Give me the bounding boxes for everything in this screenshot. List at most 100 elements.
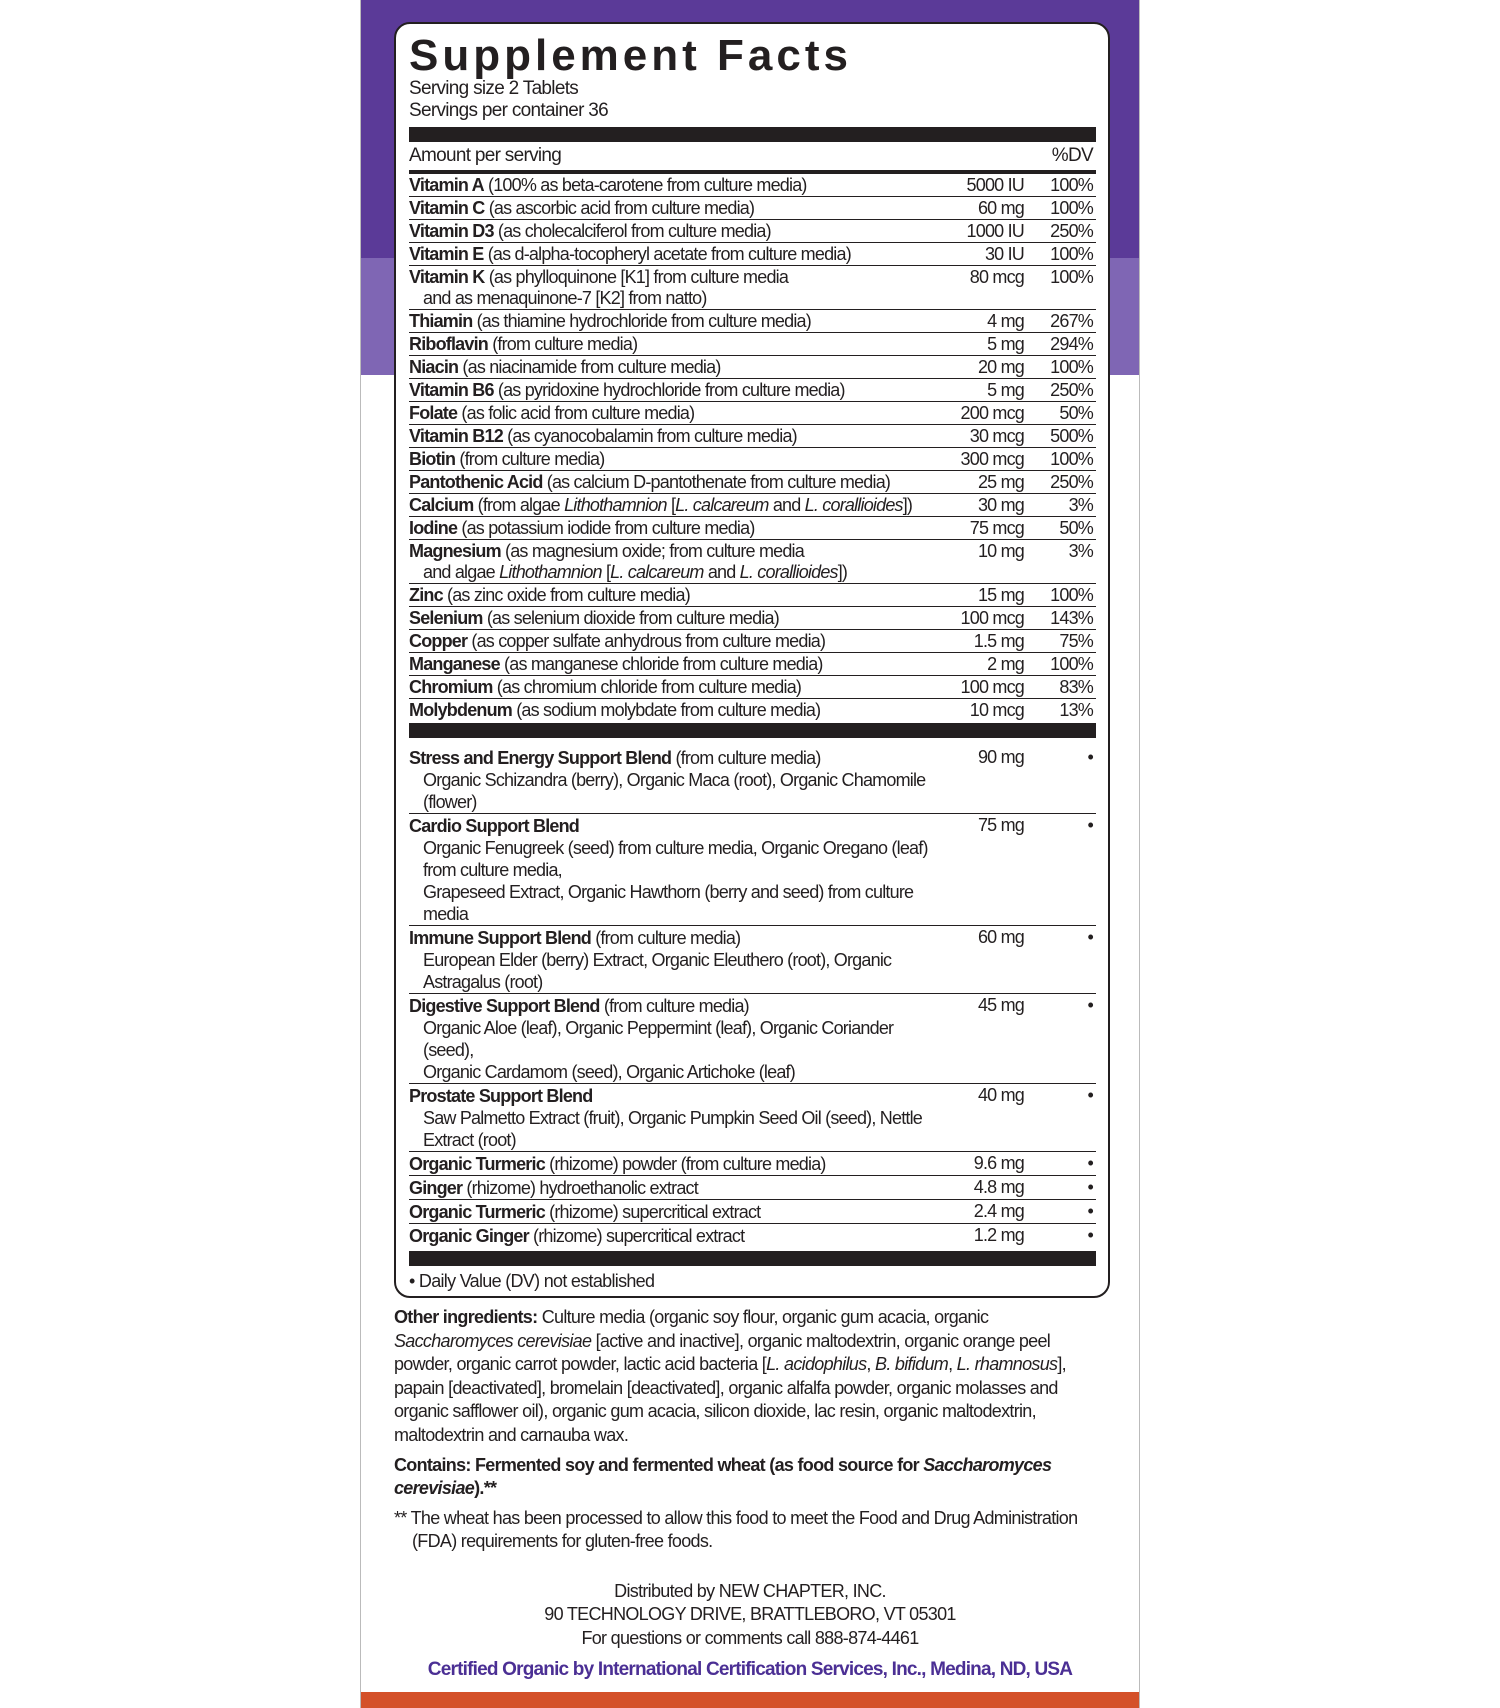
nutrient-row: Pantothenic Acid (as calcium D-pantothen… xyxy=(409,471,1096,494)
daily-value: 250% xyxy=(1050,221,1094,241)
description-line: and as menaquinone-7 [K2] from natto) xyxy=(409,288,936,309)
blend-row: Ginger (rhizome) hydroethanolic extract 4… xyxy=(409,1176,1096,1200)
amount: 10 mg xyxy=(977,541,1025,561)
amount: 75 mg xyxy=(977,815,1025,835)
other-ingredients: Other ingredients: Culture media (organi… xyxy=(394,1306,1110,1448)
distributor-phone: For questions or comments call 888-874-4… xyxy=(581,1627,919,1648)
row-description: Niacin (as niacinamide from culture medi… xyxy=(409,357,936,378)
ingredient-name: Pantothenic Acid xyxy=(409,472,543,492)
daily-value: • xyxy=(1087,747,1093,767)
row-description: Vitamin B6 (as pyridoxine hydrochloride … xyxy=(409,380,936,401)
amount: 100 mcg xyxy=(960,677,1025,697)
description-line: Biotin (from culture media) xyxy=(409,449,936,470)
text-segment: (from culture media) xyxy=(488,334,638,354)
row-description: Digestive Support Blend (from culture me… xyxy=(409,995,936,1083)
amount: 30 IU xyxy=(984,244,1025,264)
blend-row: Immune Support Blend (from culture media… xyxy=(409,926,1096,994)
ingredient-name: Iodine xyxy=(409,518,458,538)
daily-value: 100% xyxy=(1050,585,1094,605)
text-segment: , xyxy=(866,1354,876,1375)
text-segment: Organic Schizandra (berry), Organic Maca… xyxy=(423,770,926,812)
amount: 5000 IU xyxy=(966,175,1025,195)
daily-value: 294% xyxy=(1050,334,1094,354)
description-line: Prostate Support Blend xyxy=(409,1085,936,1107)
text-segment: (as selenium dioxide from culture media) xyxy=(482,608,780,628)
description-line: Riboflavin (from culture media) xyxy=(409,334,936,355)
description-line: Manganese (as manganese chloride from cu… xyxy=(409,654,936,675)
text-segment: (as calcium D-pantothenate from culture … xyxy=(542,472,891,492)
description-line: Thiamin (as thiamine hydrochloride from … xyxy=(409,311,936,332)
description-line: Immune Support Blend (from culture media… xyxy=(409,927,936,949)
other-ingredients-label: Other ingredients: xyxy=(394,1307,538,1327)
nutrient-row: Zinc (as zinc oxide from culture media) 1… xyxy=(409,584,1096,607)
description-line: Organic Schizandra (berry), Organic Maca… xyxy=(409,769,936,813)
orange-band xyxy=(361,1692,1139,1708)
daily-value: 100% xyxy=(1050,357,1094,377)
ingredient-name: Vitamin B6 xyxy=(409,380,495,400)
amount: 5 mg xyxy=(987,334,1025,354)
amount: 1.5 mg xyxy=(973,631,1025,651)
description-line: Vitamin D3 (as cholecalciferol from cult… xyxy=(409,221,936,242)
ingredient-name: Thiamin xyxy=(409,311,473,331)
row-description: Prostate Support Blend Saw Palmetto Extra… xyxy=(409,1085,936,1151)
description-line: Zinc (as zinc oxide from culture media) xyxy=(409,585,936,606)
amount: 10 mcg xyxy=(969,700,1025,720)
blend-table: Stress and Energy Support Blend (from cu… xyxy=(409,746,1096,1247)
row-description: Vitamin K (as phylloquinone [K1] from cu… xyxy=(409,267,936,309)
description-line: European Elder (berry) Extract, Organic … xyxy=(409,949,936,993)
ingredient-name: Organic Turmeric xyxy=(409,1154,546,1174)
description-line: Organic Ginger (rhizome) supercritical e… xyxy=(409,1225,936,1247)
daily-value: 50% xyxy=(1059,518,1093,538)
daily-value: 250% xyxy=(1050,380,1094,400)
row-description: Thiamin (as thiamine hydrochloride from … xyxy=(409,311,936,332)
row-description: Pantothenic Acid (as calcium D-pantothen… xyxy=(409,472,936,493)
description-line: Pantothenic Acid (as calcium D-pantothen… xyxy=(409,472,936,493)
daily-value: • xyxy=(1087,1153,1093,1173)
daily-value: 250% xyxy=(1050,472,1094,492)
daily-value: • xyxy=(1087,927,1093,947)
text-segment: L. acidophilus xyxy=(766,1354,867,1375)
text-segment: (from culture media) xyxy=(455,449,605,469)
description-line: Saw Palmetto Extract (fruit), Organic Pu… xyxy=(409,1107,936,1151)
amount: 4 mg xyxy=(987,311,1025,331)
nutrient-row: Vitamin C (as ascorbic acid from culture… xyxy=(409,197,1096,220)
ingredient-name: Vitamin B12 xyxy=(409,426,504,446)
amount: 15 mg xyxy=(977,585,1025,605)
ingredient-name: Biotin xyxy=(409,449,456,469)
daily-value: 75% xyxy=(1059,631,1093,651)
text-segment: and as menaquinone-7 [K2] from natto) xyxy=(423,288,707,308)
thick-divider xyxy=(409,1251,1096,1266)
amount: 90 mg xyxy=(977,747,1025,767)
nutrient-row: Vitamin D3 (as cholecalciferol from cult… xyxy=(409,220,1096,243)
ingredient-name: Zinc xyxy=(409,585,444,605)
daily-value: • xyxy=(1087,815,1093,835)
amount: 300 mcg xyxy=(960,449,1025,469)
other-ingredients-text: Culture media (organic soy flour, organi… xyxy=(394,1307,1067,1445)
text-segment: Lithothamnion xyxy=(499,562,602,582)
blend-row: Organic Turmeric (rhizome) supercritical… xyxy=(409,1200,1096,1224)
text-segment: (as cyanocobalamin from culture media) xyxy=(502,426,798,446)
description-line: Magnesium (as magnesium oxide; from cult… xyxy=(409,541,936,562)
amount: 80 mcg xyxy=(969,267,1025,287)
text-segment: L. corallioides xyxy=(804,495,904,515)
text-segment: [ xyxy=(601,562,611,582)
daily-value: 500% xyxy=(1050,426,1094,446)
blend-row: Organic Turmeric (rhizome) powder (from … xyxy=(409,1152,1096,1176)
text-segment: ]) xyxy=(902,495,913,515)
description-line: Vitamin B6 (as pyridoxine hydrochloride … xyxy=(409,380,936,401)
row-description: Manganese (as manganese chloride from cu… xyxy=(409,654,936,675)
description-line: Vitamin A (100% as beta-carotene from cu… xyxy=(409,175,936,196)
description-line: Niacin (as niacinamide from culture medi… xyxy=(409,357,936,378)
text-segment: (from culture media) xyxy=(591,928,741,948)
row-description: Organic Turmeric (rhizome) powder (from … xyxy=(409,1153,936,1175)
amount: 30 mg xyxy=(977,495,1025,515)
serving-size: Serving size 2 Tablets xyxy=(409,78,579,99)
nutrient-row: Vitamin B6 (as pyridoxine hydrochloride … xyxy=(409,379,1096,402)
nutrient-row: Manganese (as manganese chloride from cu… xyxy=(409,653,1096,676)
supplement-facts-box: Supplement Facts Serving size 2 Tablets … xyxy=(394,22,1110,1298)
text-segment: (as chromium chloride from culture media… xyxy=(492,677,802,697)
blend-row: Cardio Support Blend Organic Fenugreek (s… xyxy=(409,814,1096,926)
ingredient-name: Vitamin E xyxy=(409,244,484,264)
text-segment: (as manganese chloride from culture medi… xyxy=(499,654,823,674)
nutrient-row: Calcium (from algae Lithothamnion [L. ca… xyxy=(409,494,1096,517)
